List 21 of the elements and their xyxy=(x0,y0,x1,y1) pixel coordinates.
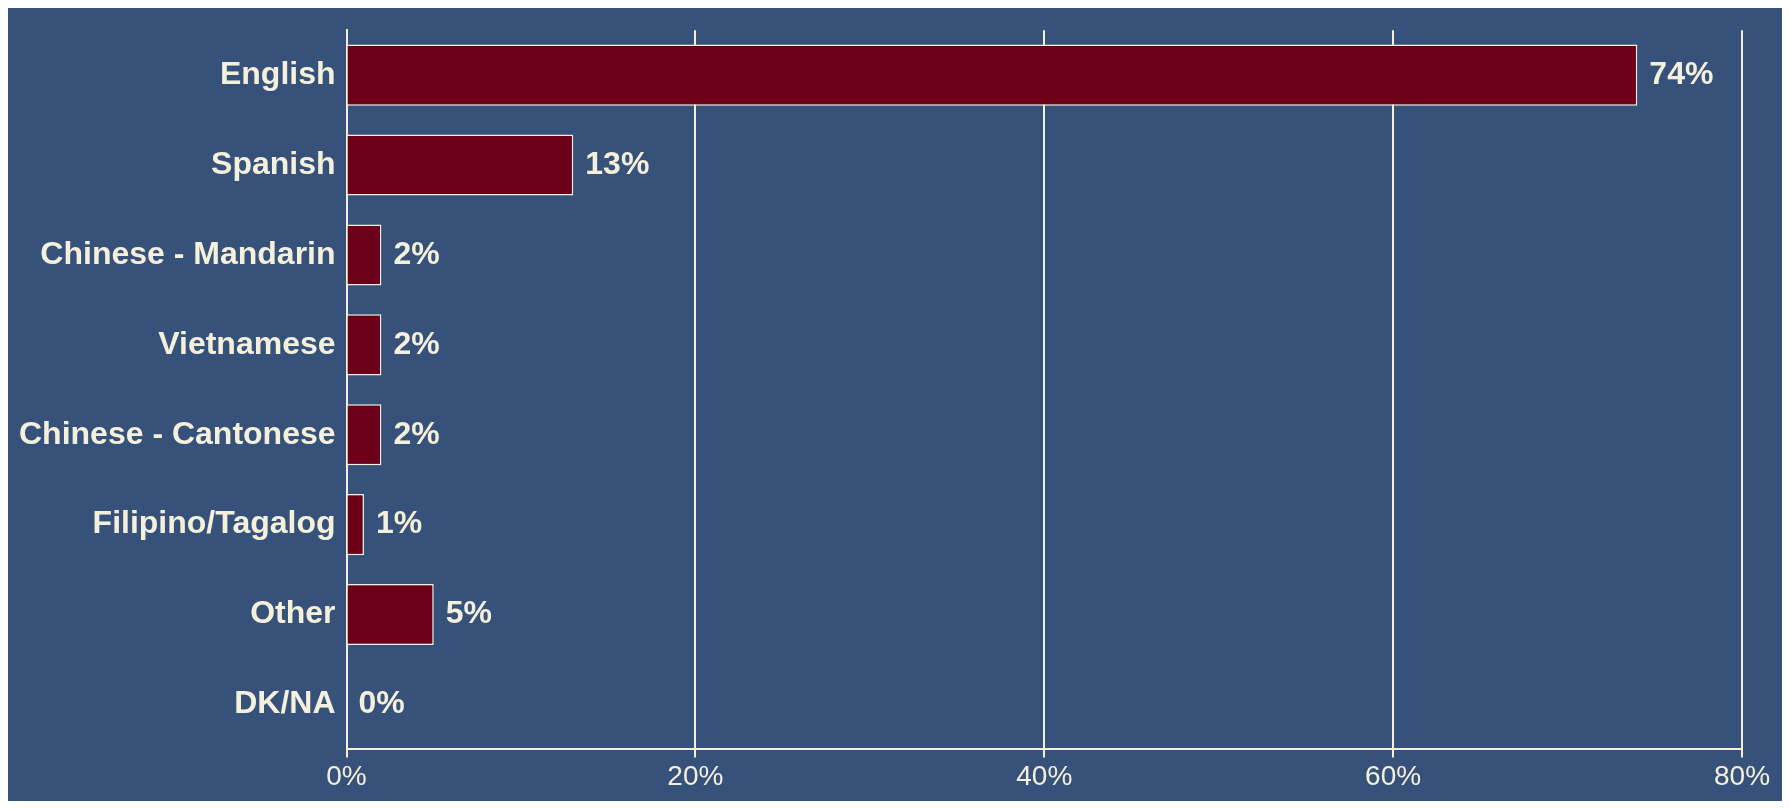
data-label: 5% xyxy=(445,594,492,631)
data-label: 2% xyxy=(393,234,440,271)
x-tick-label: 20% xyxy=(667,759,724,791)
data-label: 74% xyxy=(1649,54,1714,91)
y-tick-label: Spanish xyxy=(211,144,336,181)
x-tick-label: 0% xyxy=(326,759,367,791)
data-label: 2% xyxy=(393,324,440,361)
data-label: 1% xyxy=(375,504,423,541)
data-label: 2% xyxy=(393,414,440,451)
y-tick-label: Vietnamese xyxy=(158,324,336,361)
x-tick-label: 80% xyxy=(1713,759,1771,791)
y-tick-label: Chinese - Cantonese xyxy=(19,414,336,451)
data-label: 0% xyxy=(358,684,405,721)
data-label: 13% xyxy=(585,144,650,181)
y-tick-label: Other xyxy=(250,594,336,631)
x-tick-label: 60% xyxy=(1365,759,1422,791)
y-tick-label: DK/NA xyxy=(234,684,336,721)
y-tick-label: Chinese - Mandarin xyxy=(40,234,336,271)
y-tick-label: Filipino/Tagalog xyxy=(92,504,336,541)
y-tick-label: English xyxy=(219,54,336,91)
x-tick-label: 40% xyxy=(1016,759,1073,791)
